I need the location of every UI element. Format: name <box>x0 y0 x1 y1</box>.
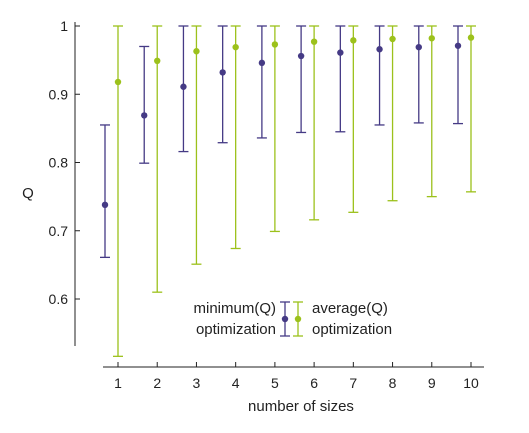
x-tick-label: 1 <box>114 375 122 391</box>
legend-entry-average: average(Q) optimization <box>293 300 392 338</box>
data-point <box>415 43 422 51</box>
legend-marker-minimum <box>280 301 290 337</box>
x-tick-label: 5 <box>271 375 279 391</box>
x-tick-label: 7 <box>349 375 357 391</box>
y-tick-label: 0.8 <box>49 155 69 171</box>
data-point <box>454 42 462 49</box>
data-point <box>337 49 344 56</box>
x-tick-label: 10 <box>463 375 479 391</box>
legend-label-minimum-line1: minimum(Q) <box>194 300 277 317</box>
data-point <box>232 43 239 51</box>
data-point <box>297 52 305 60</box>
data-point <box>154 57 161 65</box>
y-tick-label: 1 <box>60 18 68 34</box>
series-minimum <box>100 25 463 259</box>
data-point <box>141 112 148 119</box>
legend-point <box>294 315 302 323</box>
legend-label-average-line2: optimization <box>312 321 392 338</box>
x-tick-label: 8 <box>389 375 397 391</box>
data-point <box>376 46 383 53</box>
x-tick-label: 2 <box>153 375 161 391</box>
legend-label-minimum-line2: optimization <box>196 321 276 338</box>
data-point <box>180 83 187 90</box>
data-point <box>389 35 396 43</box>
y-axis-label: Q <box>22 185 34 202</box>
y-ticks: 0.6 0.7 0.8 0.9 1 <box>49 18 80 307</box>
x-axis-label: number of sizes <box>248 398 354 415</box>
x-tick-label: 3 <box>193 375 201 391</box>
legend-entry-minimum: minimum(Q) optimization <box>194 300 290 338</box>
y-tick-label: 0.6 <box>49 291 69 307</box>
data-point <box>101 201 109 209</box>
data-point <box>428 35 435 42</box>
data-point <box>271 41 279 48</box>
x-tick-label: 9 <box>428 375 436 391</box>
series-average <box>113 25 476 357</box>
y-axis: 0.6 0.7 0.8 0.9 1 Q <box>22 18 80 346</box>
legend: minimum(Q) optimization average(Q) optim… <box>194 300 393 338</box>
data-point <box>114 78 122 86</box>
legend-point <box>281 315 289 323</box>
data-point <box>258 59 266 67</box>
legend-label-average-line1: average(Q) <box>312 300 388 317</box>
data-point <box>350 37 357 44</box>
y-tick-label: 0.7 <box>49 223 69 239</box>
legend-marker-average <box>293 301 303 337</box>
x-tick-label: 6 <box>310 375 318 391</box>
data-point <box>467 34 475 41</box>
x-tick-label: 4 <box>232 375 240 391</box>
x-axis: 1 2 3 4 5 6 7 8 9 10 number of sizes <box>103 362 484 415</box>
x-ticks: 1 2 3 4 5 6 7 8 9 10 <box>114 362 479 391</box>
data-point <box>193 48 200 55</box>
series-layer <box>100 25 476 357</box>
y-tick-label: 0.9 <box>49 86 69 102</box>
data-point <box>219 69 226 76</box>
data-point <box>310 38 318 45</box>
